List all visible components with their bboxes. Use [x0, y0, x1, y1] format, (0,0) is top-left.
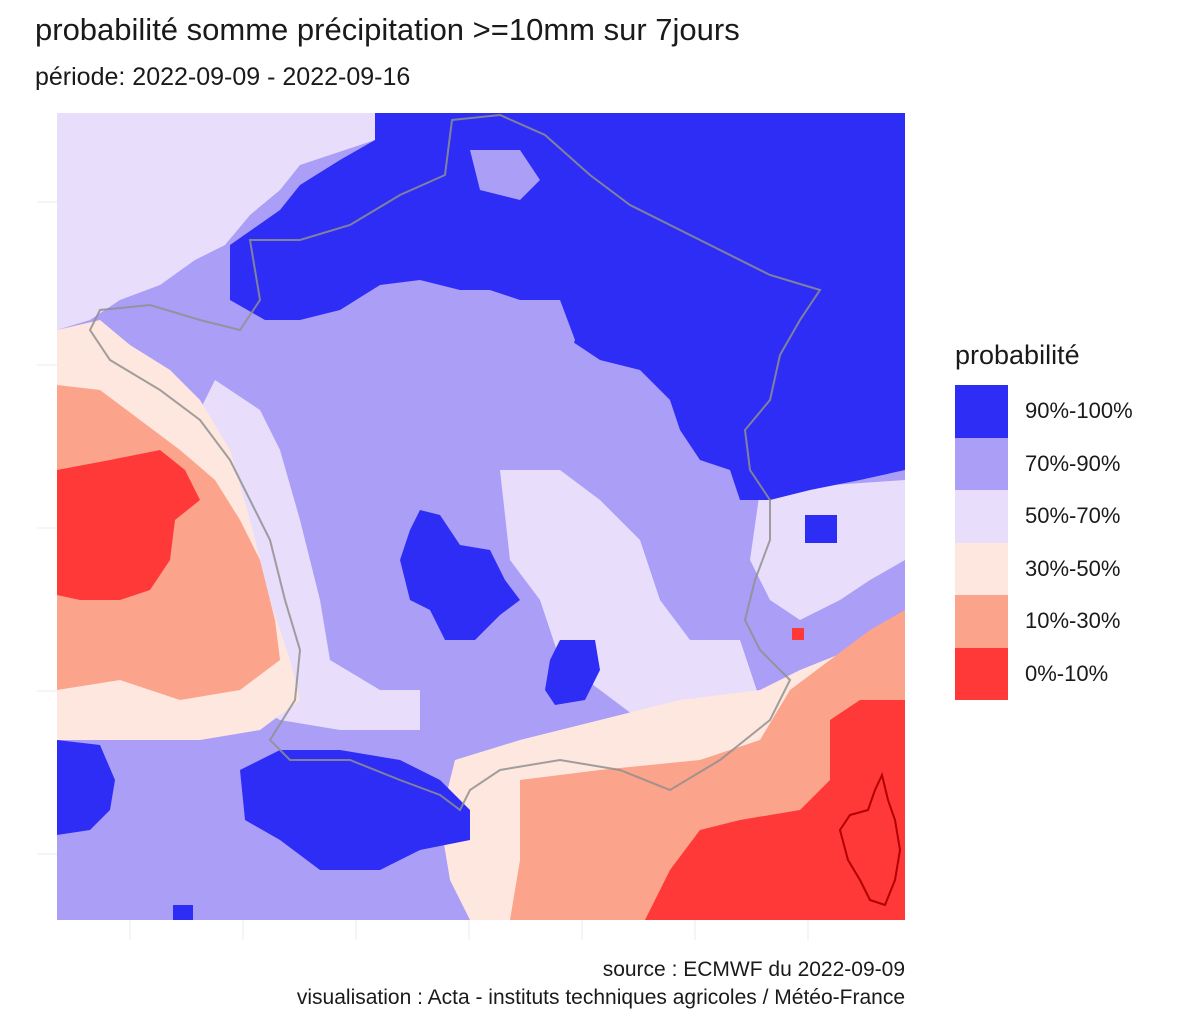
legend-item: 0%-10%: [955, 647, 1133, 700]
zone-90-100-centre: [400, 510, 520, 640]
caption-source: source : ECMWF du 2022-09-09: [602, 958, 905, 981]
zone-90-100-spot-a: [805, 515, 837, 543]
legend-item: 30%-50%: [955, 542, 1133, 595]
legend-item: 50%-70%: [955, 490, 1133, 543]
legend-label: 0%-10%: [1025, 660, 1109, 686]
zone-90-100-centre-east: [545, 640, 600, 705]
legend-key-30-50: [955, 542, 1008, 595]
zone-70-90-north-patch: [470, 150, 540, 200]
caption-visualisation: visualisation : Acta - instituts techniq…: [296, 986, 905, 1009]
france-outline: [88, 113, 822, 812]
chart-subtitle: période: 2022-09-09 - 2022-09-16: [35, 63, 411, 91]
zone-90-100-north: [230, 113, 905, 500]
map-panel: [37, 113, 905, 940]
legend-item: 10%-30%: [955, 595, 1133, 648]
legend-label: 50%-70%: [1025, 503, 1121, 529]
chart-title: probabilité somme précipitation >=10mm s…: [35, 12, 740, 47]
legend: probabilité 90%-100% 70%-90% 50%-70% 30%…: [955, 340, 1133, 700]
legend-item: 90%-100%: [955, 385, 1133, 438]
zone-50-70-atlantic-north: [57, 113, 375, 330]
legend-key-50-70: [955, 490, 1008, 543]
legend-label: 90%-100%: [1025, 398, 1133, 424]
corsica-outline: [838, 771, 902, 907]
zone-50-70-alps: [750, 480, 905, 620]
legend-label: 30%-50%: [1025, 555, 1121, 581]
legend-title: probabilité: [955, 340, 1080, 370]
zone-90-100-spot-b: [860, 315, 872, 331]
legend-label: 10%-30%: [1025, 608, 1121, 634]
legend-key-70-90: [955, 437, 1008, 490]
legend-item: 70%-90%: [955, 437, 1133, 490]
zone-90-100-pyrenees: [240, 750, 470, 870]
legend-key-10-30: [955, 595, 1008, 648]
zone-0-10-med: [645, 700, 905, 920]
zone-90-100-iberia: [57, 740, 115, 835]
zone-0-10-biscay: [57, 450, 200, 600]
legend-key-90-100: [955, 385, 1008, 438]
legend-key-0-10: [955, 647, 1008, 700]
zone-0-10-spot-alps: [792, 628, 804, 640]
zone-90-100-spot-c: [173, 905, 193, 920]
zone-70-90-north-corridor: [510, 300, 575, 380]
legend-label: 70%-90%: [1025, 450, 1121, 476]
